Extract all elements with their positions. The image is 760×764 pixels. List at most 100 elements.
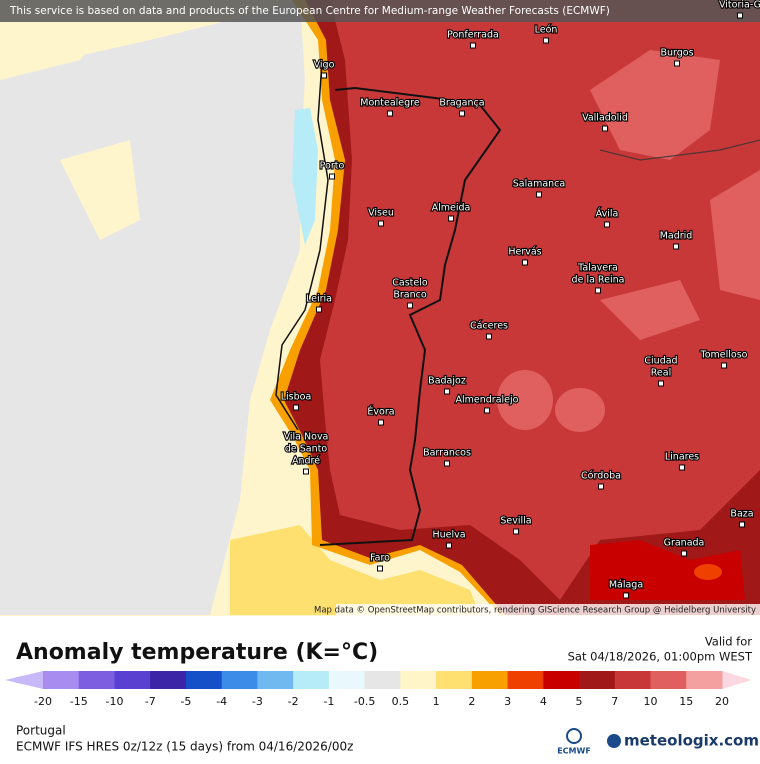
colorbar-tick: -4	[216, 695, 227, 708]
city-label: Barrancos	[423, 448, 471, 459]
colorbar-swatch	[221, 671, 258, 689]
colorbar-swatch	[150, 671, 187, 689]
city-marker	[721, 362, 727, 369]
city-marker	[674, 60, 680, 67]
region: Portugal	[16, 724, 66, 738]
colorbar-tick: 15	[679, 695, 693, 708]
city-marker	[321, 72, 327, 79]
city-label: Huelva	[432, 530, 465, 541]
city-marker	[604, 221, 610, 228]
colorbar-swatch	[436, 671, 473, 689]
city-label: Sevilla	[500, 516, 531, 527]
city-marker	[679, 464, 685, 471]
colorbar-tick: 7	[611, 695, 618, 708]
city-label: Porto	[320, 161, 345, 172]
city-label: Salamanca	[513, 179, 565, 190]
banner-bg	[0, 0, 760, 22]
city-marker	[598, 483, 604, 490]
colorbar: -20 -15 -10 -7 -5 -4 -3 -2 -1 -0.5 0.5 1 2 3 4 5 7 10 15 20	[5, 671, 752, 708]
city-marker	[522, 259, 528, 266]
colorbar-swatch	[185, 671, 223, 689]
city-label: Almeida	[432, 203, 471, 214]
colorbar-tick: 3	[504, 695, 511, 708]
colorbar-swatch	[400, 671, 437, 689]
colorbar-swatch	[471, 671, 509, 689]
city-label: Madrid	[660, 231, 693, 242]
colorbar-tick: 5	[576, 695, 583, 708]
city-marker	[293, 404, 299, 411]
city-marker	[623, 592, 629, 599]
city-marker	[329, 173, 335, 180]
colorbar-tick: -0.5	[354, 695, 375, 708]
colorbar-swatch	[650, 671, 687, 689]
city-label: de la Reina	[572, 275, 625, 286]
city-marker	[739, 521, 745, 528]
city-marker	[673, 243, 679, 250]
city-label: Granada	[664, 538, 705, 549]
city-marker	[387, 110, 393, 117]
city-marker	[658, 380, 664, 387]
city-marker	[486, 333, 492, 340]
city-marker	[378, 419, 384, 426]
colorbar-swatch	[257, 671, 294, 689]
city-marker	[407, 302, 413, 309]
city-marker	[378, 220, 384, 227]
city-marker	[444, 388, 450, 395]
city-marker	[448, 215, 454, 222]
city-label: Ávila	[596, 208, 619, 220]
city-marker	[536, 191, 542, 198]
colorbar-tick: 4	[540, 695, 547, 708]
colorbar-tick: 2	[468, 695, 475, 708]
city-label: Faro	[370, 553, 390, 564]
attribution: Map data © OpenStreetMap contributors, r…	[314, 606, 756, 616]
city-label: André	[292, 456, 320, 467]
city-label: Badajoz	[428, 376, 466, 387]
city-label: Valladolid	[582, 113, 628, 124]
city-label: Cáceres	[470, 321, 508, 332]
city-label: Ponferrada	[447, 30, 499, 41]
colorbar-tick: 0.5	[392, 695, 410, 708]
colorbar-tick: 20	[715, 695, 729, 708]
colorbar-tick: -5	[180, 695, 191, 708]
valid-label: Valid for	[705, 635, 752, 649]
colorbar-tick: -15	[70, 695, 88, 708]
valid-time: Sat 04/18/2026, 01:00pm WEST	[568, 650, 753, 664]
colorbar-swatch	[614, 671, 652, 689]
city-label: Málaga	[609, 580, 643, 591]
city-marker	[459, 110, 465, 117]
ecmwf-logo: ECMWF	[557, 747, 591, 756]
city-label: Montealegre	[360, 98, 420, 109]
city-label: Castelo	[392, 278, 428, 289]
city-label: Vitoria-G	[719, 0, 760, 11]
city-marker	[316, 306, 322, 313]
city-label: Viseu	[368, 208, 394, 219]
colorbar-swatch	[293, 671, 330, 689]
city-marker	[681, 550, 687, 557]
colorbar-tick: -1	[323, 695, 334, 708]
city-marker	[737, 12, 743, 19]
city-label: Vila Nova	[284, 432, 329, 443]
city-label: Real	[651, 368, 671, 379]
colorbar-tick: 10	[644, 695, 658, 708]
city-label: Almendralejo	[456, 395, 519, 406]
city-label: de Santo	[285, 444, 327, 455]
city-label: Ciudad	[644, 356, 677, 367]
city-marker	[484, 407, 490, 414]
ecmwf-icon	[566, 728, 582, 744]
colorbar-low	[5, 671, 43, 689]
legend-title: Anomaly temperature (K=°C)	[16, 640, 378, 665]
attribution-bg	[336, 604, 760, 616]
city-label: Branco	[393, 290, 426, 301]
city-label: Burgos	[660, 48, 693, 59]
city-labels: Vitoria-G Ponferrada León Vigo Burgos Monteal…	[280, 0, 760, 599]
city-marker	[377, 565, 383, 572]
city-marker	[602, 125, 608, 132]
colorbar-swatch	[364, 671, 401, 689]
city-marker	[303, 468, 309, 475]
city-label: Baza	[730, 509, 753, 520]
colorbar-swatch	[78, 671, 115, 689]
banner: This service is based on data and produc…	[9, 5, 610, 17]
brand-icon	[607, 734, 621, 748]
city-marker	[446, 542, 452, 549]
